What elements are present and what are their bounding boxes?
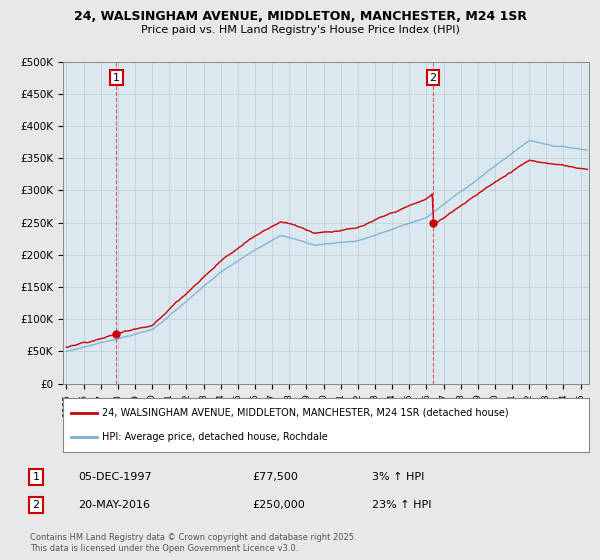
Text: 20-MAY-2016: 20-MAY-2016 <box>78 500 150 510</box>
Text: £77,500: £77,500 <box>252 472 298 482</box>
Text: 2: 2 <box>430 73 436 83</box>
Text: 05-DEC-1997: 05-DEC-1997 <box>78 472 152 482</box>
Text: 24, WALSINGHAM AVENUE, MIDDLETON, MANCHESTER, M24 1SR: 24, WALSINGHAM AVENUE, MIDDLETON, MANCHE… <box>74 10 527 23</box>
Text: 1: 1 <box>32 472 40 482</box>
Text: Contains HM Land Registry data © Crown copyright and database right 2025.
This d: Contains HM Land Registry data © Crown c… <box>30 533 356 553</box>
Text: 3% ↑ HPI: 3% ↑ HPI <box>372 472 424 482</box>
Text: 2: 2 <box>32 500 40 510</box>
Text: HPI: Average price, detached house, Rochdale: HPI: Average price, detached house, Roch… <box>103 432 328 442</box>
Text: Price paid vs. HM Land Registry's House Price Index (HPI): Price paid vs. HM Land Registry's House … <box>140 25 460 35</box>
Text: 23% ↑ HPI: 23% ↑ HPI <box>372 500 431 510</box>
Text: 24, WALSINGHAM AVENUE, MIDDLETON, MANCHESTER, M24 1SR (detached house): 24, WALSINGHAM AVENUE, MIDDLETON, MANCHE… <box>103 408 509 418</box>
Text: 1: 1 <box>113 73 120 83</box>
Text: £250,000: £250,000 <box>252 500 305 510</box>
